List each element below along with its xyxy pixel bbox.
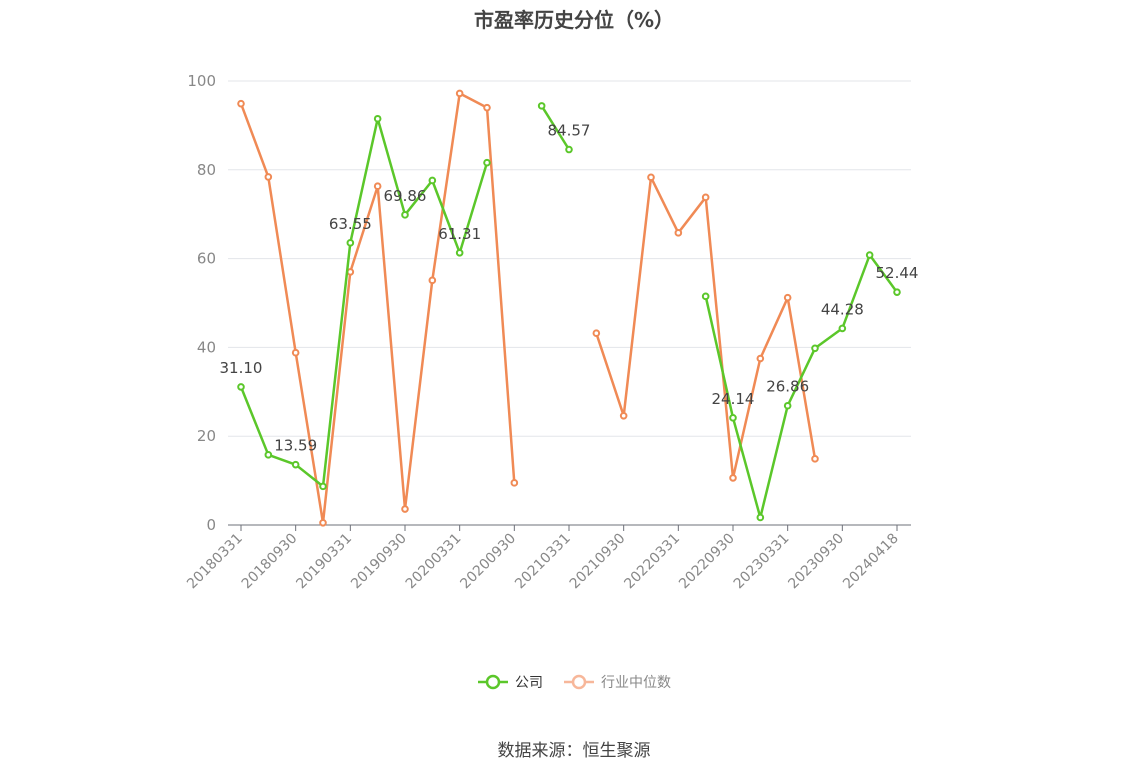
data-label: 24.14: [712, 390, 755, 408]
data-point: [428, 276, 437, 285]
data-point: [729, 474, 737, 482]
data-point: [619, 411, 628, 420]
data-label: 26.86: [766, 378, 809, 396]
x-tick-label: 20220331: [621, 531, 683, 593]
x-tick-label: 20190331: [293, 531, 355, 593]
data-point: [756, 354, 765, 363]
source-note: 数据来源：恒生聚源: [497, 741, 651, 761]
x-tick-label: 20180930: [239, 531, 301, 593]
data-point: [701, 292, 710, 301]
data-point: [401, 505, 409, 513]
data-point: [510, 479, 519, 487]
data-point: [455, 248, 464, 257]
data-point: [319, 482, 327, 491]
data-point: [483, 158, 491, 167]
data-point: [783, 293, 792, 302]
data-label: 13.59: [274, 437, 317, 455]
y-tick-label: 100: [187, 72, 216, 90]
data-point: [264, 173, 273, 181]
data-point: [756, 513, 765, 522]
data-label: 44.28: [821, 300, 864, 318]
data-point: [373, 114, 382, 123]
legend-item[interactable]: 公司: [477, 672, 543, 692]
chart-title: 市盈率历史分位（%）: [473, 8, 675, 32]
data-point: [428, 176, 437, 185]
y-tick-label: 60: [197, 250, 216, 268]
legend-swatch: [564, 674, 594, 690]
data-label: 63.55: [329, 215, 372, 233]
legend-label: 公司: [515, 675, 543, 691]
series-line: [704, 253, 899, 519]
y-tick-label: 20: [197, 427, 216, 445]
y-tick-label: 80: [197, 161, 216, 179]
data-label: 61.31: [438, 225, 481, 243]
x-tick-label: 20200930: [457, 531, 519, 593]
data-point: [674, 229, 683, 237]
legend-item[interactable]: 行业中位数: [563, 672, 671, 692]
data-point: [565, 145, 573, 154]
series-line: [540, 105, 571, 151]
data-point: [811, 455, 819, 463]
x-tick-label: 20230930: [785, 531, 847, 593]
data-point: [291, 348, 300, 357]
legend-marker: [485, 674, 501, 690]
legend-label: 行业中位数: [601, 675, 671, 691]
series-line: [239, 117, 489, 488]
data-labels: 31.10 13.59 63.55 69.86 61.31 84.57 24.14 26.86…: [220, 122, 919, 455]
x-tick-label: 20220930: [676, 531, 738, 593]
data-label: 52.44: [876, 264, 919, 282]
data-point: [237, 99, 245, 108]
data-label: 84.57: [548, 122, 591, 140]
data-point: [346, 239, 355, 247]
data-point: [893, 288, 901, 296]
data-point: [455, 89, 464, 98]
data-point: [647, 173, 655, 182]
data-point: [865, 251, 874, 259]
x-tick-label: 20200331: [403, 531, 465, 593]
data-point: [483, 103, 491, 112]
y-tick-label: 0: [206, 516, 216, 534]
x-tick-label: 20240418: [840, 531, 902, 593]
legend-swatch: [478, 674, 508, 690]
x-tick-label: 20180331: [184, 531, 246, 593]
data-point: [373, 182, 382, 191]
data-point: [291, 460, 300, 469]
series: [237, 89, 901, 527]
data-point: [811, 344, 819, 353]
x-tick-label: 20210930: [567, 531, 629, 593]
data-point: [729, 414, 737, 422]
data-point: [592, 329, 601, 337]
legend-marker: [571, 674, 587, 690]
x-tick-label: 20230331: [731, 531, 793, 593]
data-point: [537, 102, 546, 110]
data-point: [264, 451, 273, 459]
data-point: [319, 518, 327, 527]
data-label: 31.10: [220, 359, 263, 377]
data-point: [701, 193, 710, 202]
data-point: [401, 211, 409, 219]
data-point: [838, 324, 847, 333]
x-tick-label: 20210331: [512, 531, 574, 593]
x-tick-label: 20190930: [348, 531, 410, 593]
data-point: [237, 383, 245, 391]
data-point: [783, 401, 792, 410]
legend: 公司 行业中位数: [0, 672, 1148, 692]
series-line: [239, 92, 516, 525]
y-tick-label: 40: [197, 338, 216, 356]
data-label: 69.86: [384, 187, 427, 205]
